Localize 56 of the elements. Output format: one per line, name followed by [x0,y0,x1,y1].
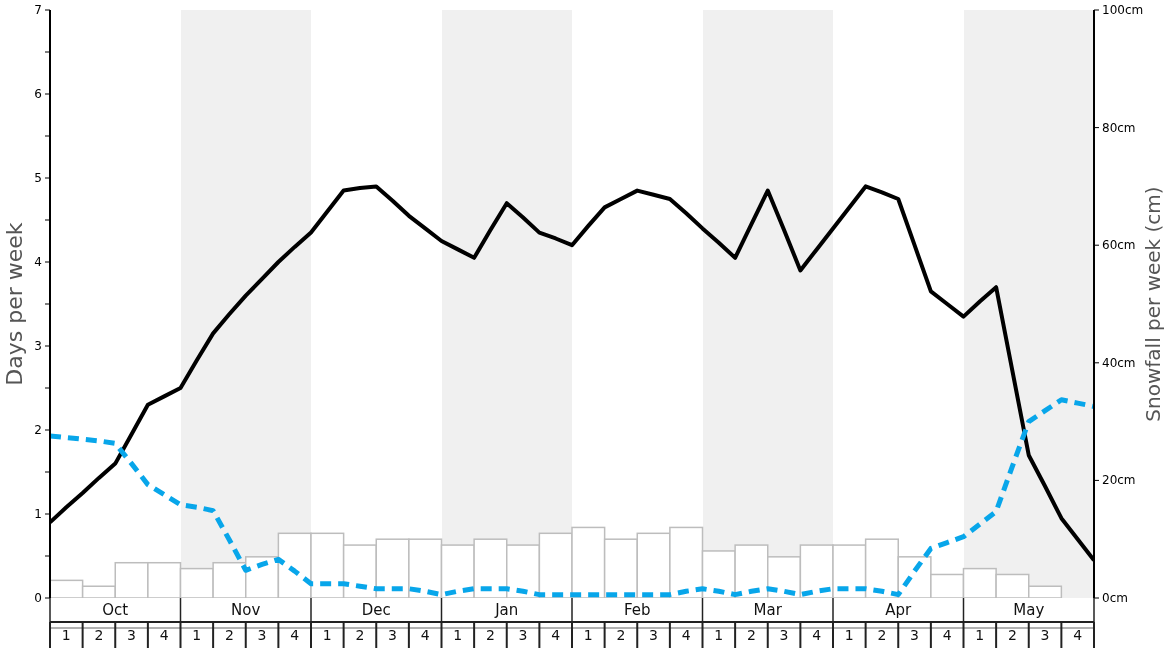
text: May [1013,601,1045,619]
y-axis-title: Days per week [1,222,27,386]
y2-tick-label: 100cm [1102,3,1144,17]
x-tick-label: 1 [61,627,71,643]
y-tick-label: 4 [34,255,42,269]
y-tick-label: 5 [34,171,42,185]
x-tick-label: 3 [910,627,920,643]
x-tick-label: 1 [844,627,854,643]
x-tick-label: 4 [812,627,822,643]
x-tick-label: 1 [322,627,332,643]
x-tick-label: 1 [192,627,202,643]
y-tick-label: 1 [34,507,42,521]
y2-tick-label: 60cm [1102,238,1136,253]
x-tick-label: 4 [681,627,691,643]
x-tick-label: 3 [779,627,789,643]
x-tick-label: 3 [257,627,267,643]
x-tick-label: 2 [746,627,756,643]
x-tick-label: 1 [975,627,985,643]
x-tick-label: 3 [649,627,659,643]
y2-tick-label: 80cm [1102,120,1136,135]
x-tick-label: 3 [518,627,528,643]
x-tick-label: 2 [877,627,887,643]
x-tick-label: 2 [485,627,495,643]
x-tick-label: 4 [1073,627,1083,643]
x-tick-label: 3 [127,627,137,643]
x-tick-label: 2 [224,627,234,643]
text: Oct [102,601,129,619]
x-tick-label: 4 [420,627,430,643]
x-tick-label: 4 [551,627,561,643]
text: Nov [231,601,261,619]
x-tick-label: 2 [616,627,626,643]
x-tick-label: 1 [453,627,463,643]
y2-tick-label: 40cm [1102,355,1136,370]
x-tick-label: 4 [159,627,169,643]
y2-tick-label: 0cm [1102,591,1128,605]
x-tick-label: 2 [94,627,104,643]
y2-axis-title: Snowfall per week (cm) [1141,186,1165,422]
x-tick-label: 4 [942,627,952,643]
x-tick-label: 3 [1040,627,1050,643]
x-tick-label: 2 [1007,627,1017,643]
x-tick-label: 3 [388,627,398,643]
text: Jan [495,601,519,619]
x-tick-label: 2 [355,627,365,643]
x-tick-label: 1 [714,627,724,643]
y-tick-label: 2 [34,423,42,437]
y-tick-label: 3 [34,339,42,353]
text: Mar [753,601,782,619]
x-tick-label: 1 [583,627,593,643]
text: Apr [885,601,912,619]
y-tick-label: 6 [34,87,42,101]
x-tick-label: 4 [290,627,300,643]
y-tick-label: 0 [34,591,42,605]
text: Dec [361,601,391,619]
text: Feb [623,601,651,619]
y2-tick-label: 20cm [1102,473,1136,488]
y-tick-label: 7 [34,3,42,17]
